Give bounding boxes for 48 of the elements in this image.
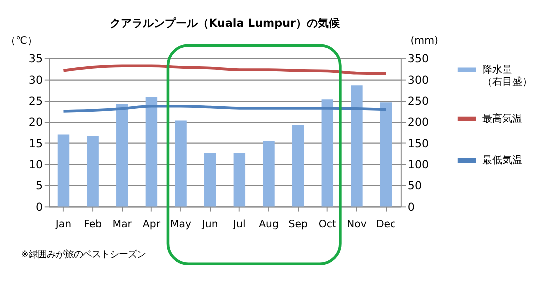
bar [234, 153, 246, 207]
x-tick-label: May [170, 220, 192, 231]
x-tick-label: Mar [112, 220, 133, 231]
y-tick-label: 15 [28, 137, 44, 150]
y-axis-title: （℃） [6, 36, 38, 48]
bar [116, 104, 128, 207]
legend-label: 最高気温 [482, 112, 522, 125]
y2-axis-title: (mm) [410, 36, 438, 48]
bar [322, 100, 334, 207]
y2-tick-label: 200 [408, 116, 430, 130]
x-tick-label: Jun [201, 220, 218, 231]
y2-tick-label: 150 [408, 137, 430, 150]
text: ※緑囲みが旅のベストシーズン [21, 250, 146, 261]
y2-tick-label: 100 [408, 158, 430, 172]
y2-tick-label: 350 [408, 52, 430, 66]
x-tick-label: Apr [142, 220, 162, 231]
x-tick-label: Nov [347, 220, 367, 231]
bar [204, 153, 216, 207]
y-tick-label: 10 [28, 158, 44, 172]
y-tick-label: 0 [36, 200, 44, 214]
bar [58, 134, 70, 207]
line-series [62, 64, 388, 76]
x-tick-label: Oct [318, 220, 336, 231]
x-tick-label: Aug [259, 220, 279, 231]
y-tick-label: 5 [36, 180, 44, 193]
y-tick-label: 20 [28, 116, 44, 130]
x-tick-label: Dec [376, 220, 396, 231]
bar [292, 125, 304, 207]
bar [175, 120, 187, 207]
y2-tick-label: 250 [408, 95, 430, 108]
y-tick-label: 30 [28, 74, 44, 87]
bar [380, 102, 392, 207]
y-tick-label: 35 [28, 52, 44, 66]
y2-tick-label: 50 [408, 180, 422, 193]
bar [87, 136, 99, 207]
y2-tick-label: 0 [408, 200, 415, 214]
y2-tick-label: 300 [408, 74, 430, 87]
chart-title: クアラルンプール（Kuala Lumpur）の気候 [110, 17, 341, 30]
x-tick-label: Jul [232, 220, 246, 231]
bar [263, 141, 275, 207]
bar [146, 97, 158, 207]
bar [351, 86, 363, 207]
legend-label: 最低気温 [482, 154, 522, 167]
x-tick-label: Feb [84, 220, 102, 231]
y-tick-label: 25 [28, 95, 44, 108]
x-tick-label: Sep [288, 220, 308, 231]
legend-label: 降水量（右目盛） [482, 64, 532, 88]
x-tick-label: Jan [54, 220, 72, 231]
